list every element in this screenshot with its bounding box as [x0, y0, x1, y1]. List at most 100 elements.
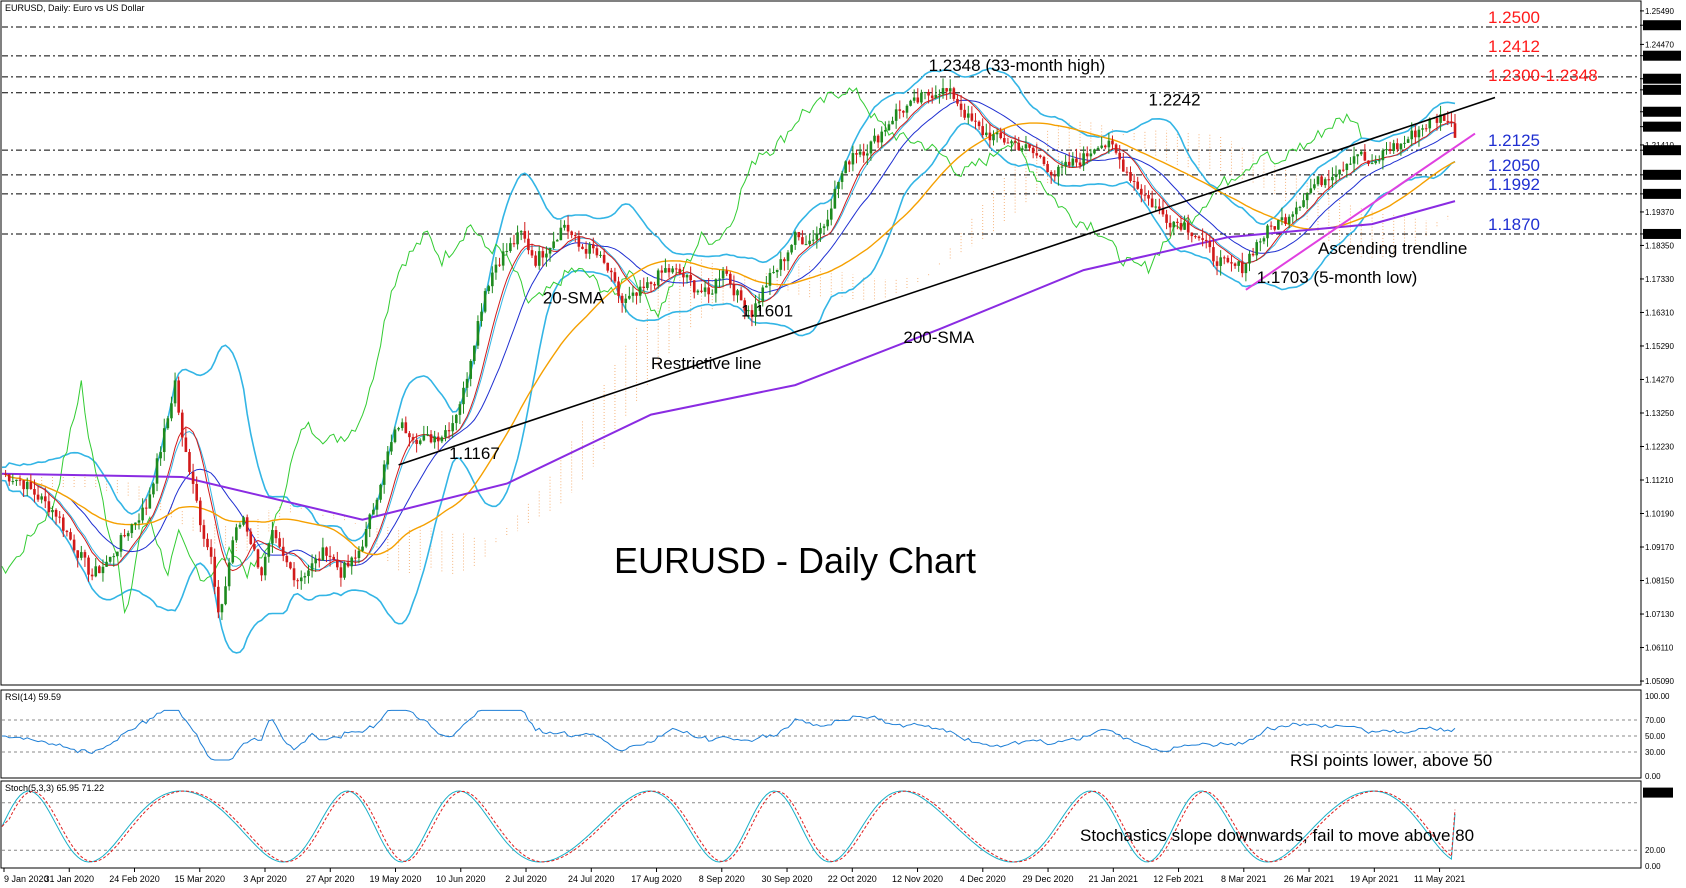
- candle-body: [1302, 200, 1305, 207]
- candle-body: [858, 151, 862, 155]
- candle-body: [1053, 175, 1057, 177]
- stoch-signal-line: [1, 790, 1456, 863]
- stoch-annotation: Stochastics slope downwards, fail to mov…: [1080, 826, 1474, 845]
- candle-body: [1179, 222, 1183, 230]
- candle-body: [1064, 161, 1067, 167]
- date-label: 27 Apr 2020: [306, 874, 355, 884]
- candle-body: [1021, 148, 1024, 151]
- level-label: 1.2500: [1488, 8, 1540, 27]
- candle-body: [429, 434, 433, 443]
- price-tick-highlight: [1643, 73, 1681, 84]
- candle-body: [707, 287, 710, 295]
- candle-body: [253, 544, 256, 550]
- candle-body: [927, 92, 930, 96]
- candle-body: [815, 233, 819, 240]
- candle-body: [191, 471, 195, 484]
- price-tick-label: 1.19920: [1645, 190, 1674, 199]
- price-tick-label: 1.24126: [1645, 52, 1674, 61]
- candle-body: [628, 295, 631, 299]
- candle-body: [804, 244, 808, 246]
- candle-body: [1316, 176, 1320, 185]
- date-label: 11 May 2021: [1414, 874, 1465, 884]
- candle-body: [1345, 163, 1349, 171]
- candle-body: [1194, 236, 1197, 238]
- stochastic-panel: 92.91 20.00 0.00: [1, 787, 1673, 871]
- candle-body: [505, 251, 509, 253]
- candle-body: [1003, 138, 1006, 143]
- candle-body: [454, 414, 458, 424]
- candle-body: [869, 141, 873, 154]
- candle-body: [1406, 139, 1410, 143]
- candle-body: [1226, 257, 1230, 263]
- candle-body: [494, 264, 498, 273]
- candle-body: [1381, 150, 1385, 161]
- candle-body: [1295, 207, 1298, 215]
- candle-body: [220, 604, 224, 613]
- stoch-tick-highlight: [1643, 787, 1673, 798]
- candle-body: [873, 135, 876, 142]
- price-tick-label: 1.07130: [1645, 610, 1674, 619]
- date-label: 9 Jan 2020: [4, 874, 49, 884]
- candle-body: [148, 494, 152, 509]
- candle-body: [988, 132, 992, 141]
- candle-body: [1453, 123, 1457, 138]
- candle-body: [1215, 261, 1219, 266]
- candle-body: [948, 88, 952, 92]
- candle-body: [361, 546, 364, 551]
- candle-body: [1356, 154, 1359, 157]
- ichimoku-cloud: [30, 121, 1449, 574]
- candle-body: [1150, 198, 1154, 208]
- candle-body: [581, 246, 584, 249]
- candle-body: [703, 287, 707, 292]
- price-tick-label: 1.15290: [1645, 342, 1674, 351]
- price-tick-label: 1.05090: [1645, 677, 1674, 686]
- candle-body: [267, 543, 271, 557]
- bollinger-lower: [1, 122, 1456, 654]
- candle-body: [1129, 172, 1132, 181]
- candle-body: [685, 274, 689, 278]
- sma200-line: [1, 200, 1456, 521]
- date-label: 21 Jan 2021: [1089, 874, 1139, 884]
- candle-body: [101, 566, 105, 574]
- candle-body: [170, 403, 173, 419]
- candle-body: [1143, 194, 1147, 196]
- candle-body: [1259, 241, 1262, 243]
- candle-body: [1367, 160, 1370, 164]
- candle-body: [116, 551, 119, 557]
- level-label: 1.1992: [1488, 175, 1540, 194]
- candle-body: [1060, 166, 1064, 168]
- level-label: 1.1870: [1488, 215, 1540, 234]
- candle-body: [898, 109, 902, 111]
- candle-body: [905, 105, 909, 113]
- candle-body: [786, 252, 790, 262]
- candle-body: [94, 566, 98, 577]
- candle-body: [483, 291, 487, 312]
- candle-body: [1024, 144, 1028, 149]
- candle-body: [1190, 232, 1194, 237]
- candle-body: [314, 558, 317, 564]
- price-tick-highlight: [1643, 169, 1681, 180]
- level-label: 1.2412: [1488, 37, 1540, 56]
- candle-body: [36, 494, 40, 500]
- bollinger-upper: [1, 67, 1456, 542]
- candle-body: [700, 290, 703, 292]
- candle-body: [833, 188, 837, 209]
- candle-body: [678, 268, 682, 274]
- candle-body: [721, 270, 725, 279]
- candle-body: [43, 496, 47, 502]
- candle-body: [1082, 153, 1085, 166]
- candle-body: [426, 434, 429, 436]
- candle-body: [1248, 253, 1251, 264]
- candle-body: [80, 552, 83, 558]
- date-label: 12 Nov 2020: [892, 874, 943, 884]
- price-tick-label: 1.10190: [1645, 510, 1674, 519]
- candle-body: [938, 94, 941, 96]
- level-label: 1.2300-1.2348: [1488, 66, 1598, 85]
- candle-body: [231, 540, 235, 563]
- candle-body: [1377, 160, 1381, 162]
- candle-body: [974, 120, 977, 122]
- candle-body: [498, 264, 501, 266]
- candle-body: [783, 259, 786, 262]
- price-tick-highlight: [1643, 50, 1681, 61]
- candle-body: [159, 452, 162, 459]
